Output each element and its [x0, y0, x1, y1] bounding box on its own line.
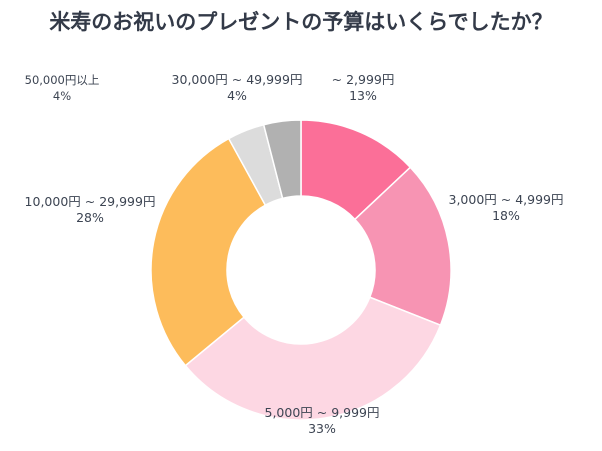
slice-category-1: 3,000円 ~ 4,999円 [449, 192, 564, 207]
slice-3 [150, 137, 267, 367]
slice-value-0: 13% [349, 88, 377, 103]
slice-category-4: 30,000円 ~ 49,999円 [172, 72, 303, 87]
chart-title: 米寿のお祝いのプレゼントの予算はいくらでしたか？ [49, 10, 553, 34]
slice-category-0: ~ 2,999円 [332, 72, 395, 87]
slice-label-1: 3,000円 ~ 4,999円 18% [449, 192, 564, 223]
slice-category-5: 50,000円以上 [25, 73, 100, 87]
slice-value-1: 18% [492, 208, 520, 223]
slice-5 [262, 119, 302, 200]
label-group: ~ 2,999円 13% 3,000円 ~ 4,999円 18% 5,000円 ~ 9,… [25, 72, 564, 436]
slice-category-2: 5,000円 ~ 9,999円 [265, 405, 380, 420]
slice-label-3: 10,000円 ~ 29,999円 28% [25, 194, 156, 225]
slice-value-4: 4% [227, 88, 247, 103]
slice-value-2: 33% [308, 421, 336, 436]
slice-category-3: 10,000円 ~ 29,999円 [25, 194, 156, 209]
slice-value-3: 28% [76, 210, 104, 225]
slice-1 [353, 166, 452, 327]
slice-label-5: 50,000円以上 4% [25, 73, 100, 103]
slice-2 [184, 296, 442, 421]
slice-label-2: 5,000円 ~ 9,999円 33% [265, 405, 380, 436]
slice-group [150, 119, 452, 421]
slice-label-0: ~ 2,999円 13% [332, 72, 395, 103]
slice-label-4: 30,000円 ~ 49,999円 4% [172, 72, 303, 103]
slice-value-5: 4% [53, 89, 71, 103]
